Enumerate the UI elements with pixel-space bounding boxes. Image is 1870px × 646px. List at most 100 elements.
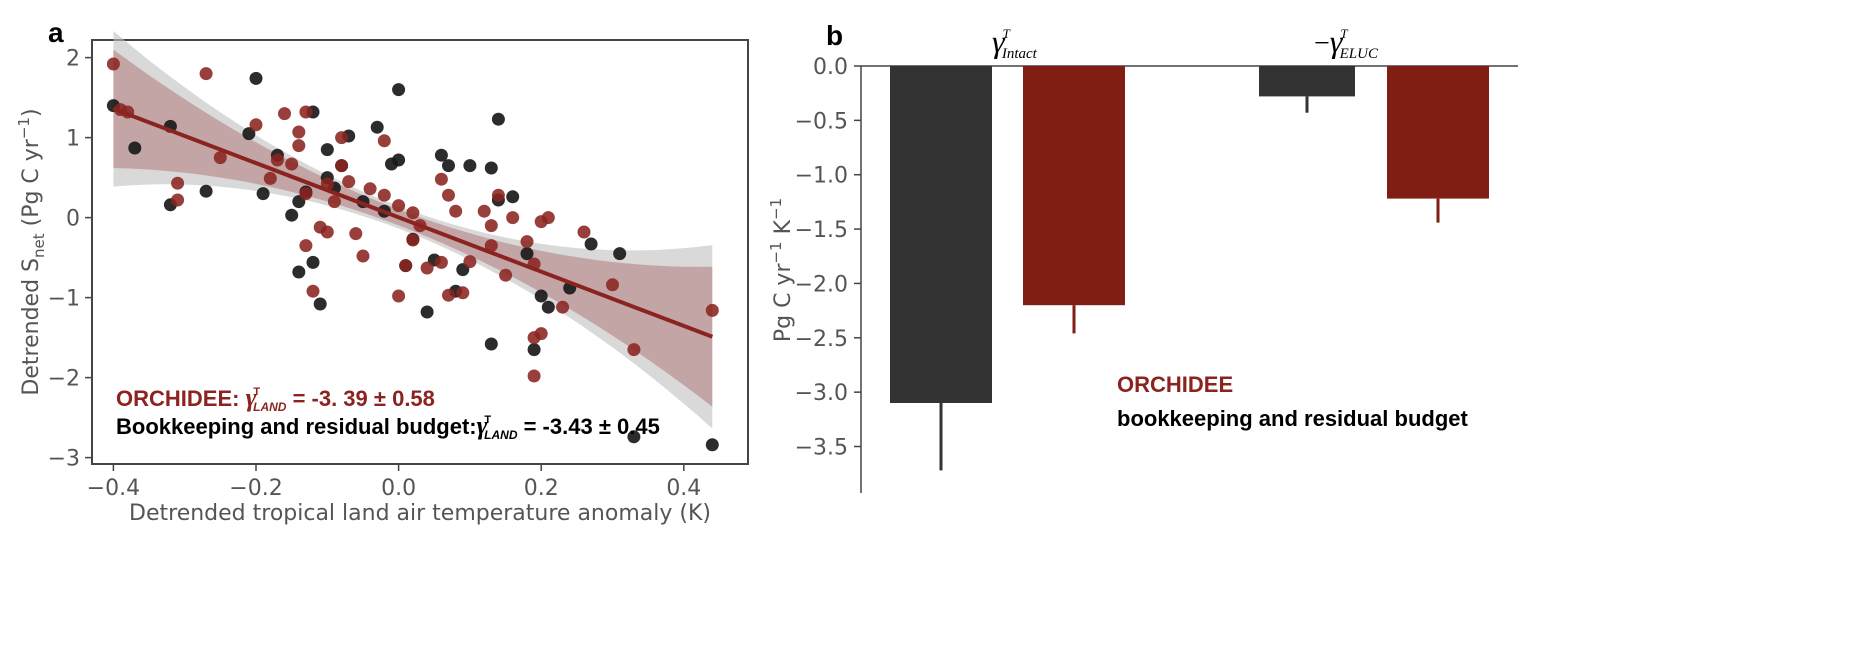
point-orchidee xyxy=(463,255,477,269)
point-bookkeeping xyxy=(463,159,477,173)
point-bookkeeping xyxy=(199,184,213,198)
point-orchidee xyxy=(278,107,291,121)
point-orchidee xyxy=(171,193,185,207)
point-orchidee xyxy=(556,300,570,314)
point-bookkeeping xyxy=(491,112,505,126)
point-bookkeeping xyxy=(320,143,334,157)
point-orchidee xyxy=(456,286,470,300)
point-bookkeeping xyxy=(520,247,534,261)
point-bookkeeping xyxy=(442,159,455,173)
point-orchidee xyxy=(399,259,413,273)
point-orchidee xyxy=(342,175,356,189)
confidence-bands xyxy=(113,31,713,429)
point-orchidee xyxy=(171,176,185,190)
point-orchidee xyxy=(199,67,213,81)
bar-y-tick-label: −0.5 xyxy=(795,109,848,134)
point-orchidee xyxy=(420,261,434,275)
point-orchidee xyxy=(541,211,555,225)
bar-y-axis-ticks: 0.0 −0.5 −1.0 −1.5 −2.0 −2.5 −3.0 −3.5 xyxy=(795,55,861,461)
point-orchidee xyxy=(327,195,341,209)
point-orchidee xyxy=(349,227,363,241)
legend-orchidee: ORCHIDEE xyxy=(1117,372,1233,397)
confidence-band-orchidee xyxy=(113,49,713,407)
bar-bookkeeping xyxy=(890,66,992,403)
point-orchidee xyxy=(335,131,349,145)
point-orchidee xyxy=(520,235,534,249)
point-bookkeeping xyxy=(527,343,541,357)
bar-y-tick-label: −2.0 xyxy=(795,272,848,297)
bar-y-axis-label: Pg C yr−1 K−1 xyxy=(767,198,796,342)
x-tick-label: −0.4 xyxy=(87,476,140,501)
point-orchidee xyxy=(442,288,455,302)
point-orchidee xyxy=(449,204,463,218)
point-orchidee xyxy=(506,211,520,225)
bar-y-tick-label: −3.5 xyxy=(795,436,848,461)
x-tick-label: 0.2 xyxy=(524,476,559,501)
bar-orchidee xyxy=(1023,66,1125,306)
point-orchidee xyxy=(320,225,334,239)
point-orchidee xyxy=(213,151,227,165)
point-orchidee xyxy=(263,171,277,185)
point-orchidee xyxy=(249,118,263,132)
point-orchidee xyxy=(406,233,420,247)
point-bookkeeping xyxy=(256,187,270,201)
bar-y-tick-label: −1.0 xyxy=(795,164,848,189)
point-bookkeeping xyxy=(128,141,142,155)
point-orchidee xyxy=(627,343,641,357)
scatter-points xyxy=(106,57,719,452)
point-orchidee xyxy=(377,134,391,148)
point-orchidee xyxy=(285,157,299,171)
point-orchidee xyxy=(577,225,591,239)
panel-a-label: a xyxy=(48,17,64,48)
point-orchidee xyxy=(306,284,320,298)
y-tick-label: −2 xyxy=(48,367,80,392)
bar-y-tick-label: −2.5 xyxy=(795,327,848,352)
point-orchidee xyxy=(406,206,420,220)
point-bookkeeping xyxy=(370,120,384,134)
x-tick-label: −0.2 xyxy=(229,476,282,501)
point-orchidee xyxy=(335,159,349,173)
point-bookkeeping xyxy=(292,265,306,279)
panel-b-label: b xyxy=(826,20,843,51)
x-axis-label: Detrended tropical land air temperature … xyxy=(129,501,711,526)
point-bookkeeping xyxy=(506,190,520,204)
point-orchidee xyxy=(356,249,370,263)
point-orchidee xyxy=(299,239,313,253)
point-orchidee xyxy=(484,239,498,253)
point-bookkeeping xyxy=(420,305,434,319)
point-orchidee xyxy=(106,57,120,71)
point-bookkeeping xyxy=(584,237,598,251)
point-orchidee xyxy=(392,289,406,303)
point-orchidee xyxy=(292,139,306,153)
point-orchidee xyxy=(270,153,284,167)
point-orchidee xyxy=(299,105,313,119)
group-label-eluc: −γT ELUC xyxy=(1314,23,1379,62)
point-orchidee xyxy=(606,278,619,292)
point-orchidee xyxy=(527,369,541,383)
y-tick-label: 1 xyxy=(66,127,80,152)
panel-a: a −0.4 −0.2 0.0 0.2 0.4 2 1 0 −1 −2 −3 Detrended … xyxy=(15,17,749,526)
point-bookkeeping xyxy=(242,127,256,141)
bar-orchidee xyxy=(1387,66,1489,199)
point-orchidee xyxy=(477,204,491,218)
point-orchidee xyxy=(292,125,306,139)
point-bookkeeping xyxy=(306,255,320,269)
point-bookkeeping xyxy=(484,337,498,351)
point-orchidee xyxy=(534,327,548,341)
x-tick-label: 0.4 xyxy=(666,476,701,501)
panel-b: b 0.0 −0.5 −1.0 −1.5 −2.0 −2.5 −3.0 −3.5 Pg C y… xyxy=(767,20,1518,493)
orchidee-annotation: ORCHIDEE: γT LAND = -3. 39 ± 0.58 xyxy=(116,383,435,414)
y-tick-label: −1 xyxy=(48,287,80,312)
legend-bookkeeping: bookkeeping and residual budget xyxy=(1117,406,1468,431)
point-bookkeeping xyxy=(613,247,627,261)
point-bookkeeping xyxy=(249,71,263,85)
point-bookkeeping xyxy=(534,289,548,303)
group-label-intact: γT Intact xyxy=(992,23,1038,62)
bar-bookkeeping xyxy=(1259,66,1355,97)
y-tick-label: 0 xyxy=(66,207,80,232)
point-orchidee xyxy=(299,187,313,201)
bars xyxy=(890,66,1489,471)
point-orchidee xyxy=(377,188,391,202)
y-tick-label: −3 xyxy=(48,447,80,472)
